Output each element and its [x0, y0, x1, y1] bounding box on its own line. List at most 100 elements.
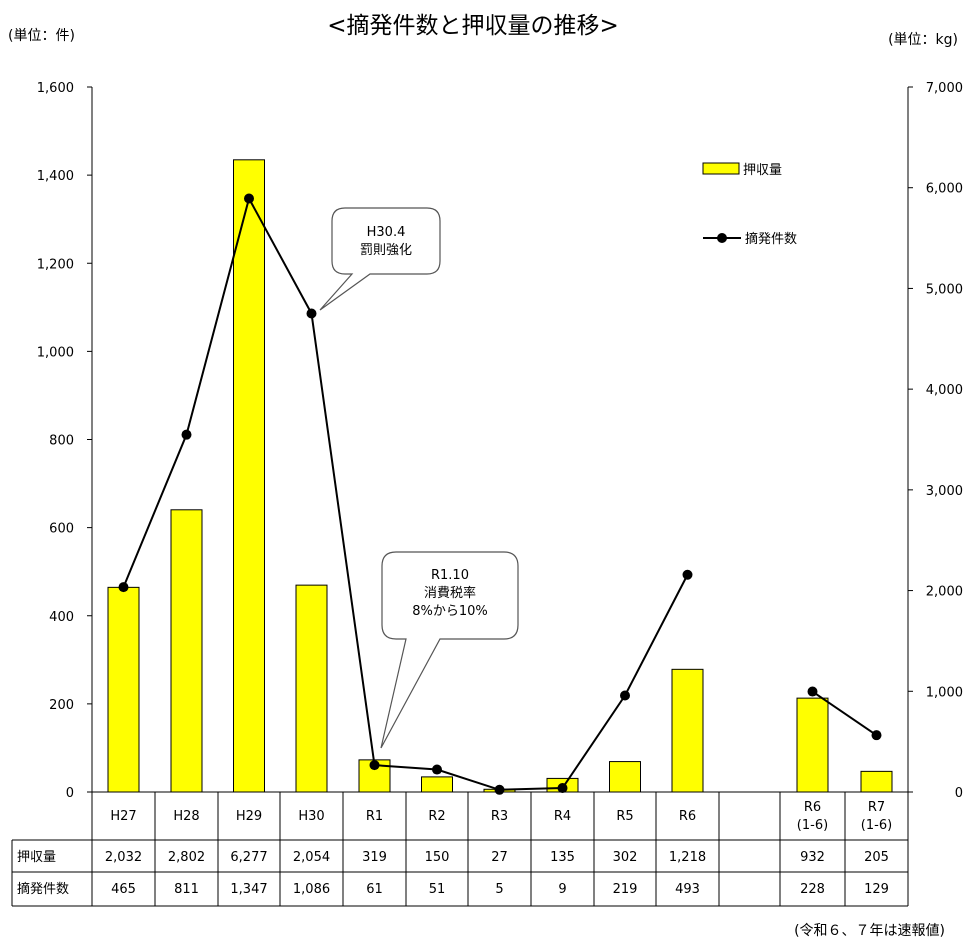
series-line	[122, 195, 689, 791]
table-cell: 51	[429, 882, 446, 897]
callout-text: H30.4	[367, 225, 406, 240]
table-row-label: 押収量	[17, 850, 56, 865]
table-cell: 932	[800, 850, 825, 865]
table-cell: 1,218	[669, 850, 706, 865]
left-tick-label: 1,400	[37, 169, 74, 184]
legend-label: 摘発件数	[745, 231, 797, 247]
table-cell: 493	[675, 882, 700, 897]
line-point	[306, 308, 317, 319]
line-point	[807, 686, 818, 697]
table-cell: 150	[425, 850, 450, 865]
callout-text: 罰則強化	[360, 243, 412, 258]
x-tick-label: R2	[428, 809, 445, 824]
chart-title: <摘発件数と押収量の推移>	[327, 13, 619, 39]
line-point	[871, 730, 882, 741]
line-point	[118, 582, 129, 593]
bar	[796, 697, 829, 793]
table-cell: 5	[495, 882, 503, 897]
table-cell: 135	[550, 850, 575, 865]
x-tick-label: R6	[679, 809, 696, 824]
table-cell: 1,086	[293, 882, 330, 897]
table-cell: 27	[491, 850, 508, 865]
right-tick-label: 3,000	[926, 484, 963, 499]
callout-text: 消費税率	[424, 585, 476, 601]
line-point	[369, 760, 380, 771]
x-tick-label: H30	[298, 809, 324, 824]
table-cell: 9	[558, 882, 566, 897]
right-tick-label: 5,000	[926, 282, 963, 297]
table-cell: 2,802	[168, 850, 205, 865]
line-point	[557, 783, 568, 794]
bar	[671, 668, 704, 793]
left-tick-label: 400	[49, 610, 74, 625]
line-point	[432, 764, 442, 775]
table-cell: 1,347	[230, 882, 267, 897]
table-cell: 61	[366, 882, 383, 897]
bar	[233, 159, 265, 793]
bar	[609, 761, 641, 793]
left-tick-label: 0	[66, 786, 74, 801]
table-cell: 228	[800, 882, 825, 897]
legend-swatch-bar	[702, 162, 740, 175]
legend-label: 押収量	[743, 163, 782, 178]
line-point	[494, 784, 505, 795]
x-tick-label: R6	[804, 800, 821, 815]
table-cell: 811	[174, 882, 199, 897]
legend-marker	[717, 233, 727, 243]
x-tick-label: H28	[173, 809, 199, 824]
x-tick-label: R7	[868, 800, 885, 815]
line-point	[244, 193, 254, 204]
x-tick-label: R4	[554, 809, 571, 824]
x-tick-label: R1	[366, 809, 383, 824]
right-tick-label: 1,000	[926, 685, 963, 700]
bar	[421, 776, 453, 793]
callout-shape	[380, 551, 519, 749]
footnote: (令和６、７年は速報値)	[794, 923, 945, 939]
left-tick-label: 1,600	[37, 81, 74, 96]
left-tick-label: 200	[49, 698, 74, 713]
left-tick-label: 800	[49, 434, 74, 449]
data-table: H27 H28 H29 H30 R1 R2 R3 R4 R5 R6 R6 (1-6) R7 (1-6) 押収…	[11, 791, 909, 907]
left-tick-label: 600	[49, 522, 74, 537]
table-cell: 2,032	[105, 850, 142, 865]
right-tick-label: 6,000	[926, 182, 963, 197]
left-tick-label: 1,200	[37, 257, 74, 272]
table-cell: 129	[864, 882, 889, 897]
callout-text: R1.10	[431, 568, 469, 583]
table-row-label: 摘発件数	[17, 881, 69, 897]
callout-shape	[319, 207, 441, 311]
right-tick-label: 2,000	[926, 585, 963, 600]
line-point	[620, 690, 630, 701]
bar	[295, 584, 328, 793]
table-cell: 2,054	[293, 850, 330, 865]
right-tick-label: 7,000	[926, 81, 963, 96]
table-cell: 6,277	[230, 850, 267, 865]
table-cell: 302	[613, 850, 638, 865]
bar	[107, 586, 140, 793]
x-tick-label: R5	[616, 809, 633, 824]
bar	[860, 770, 893, 793]
line-point	[682, 569, 693, 580]
series-line	[811, 690, 878, 736]
table-cell: 205	[864, 850, 889, 865]
axes: 0 200 400 600 800 1,000 1,200 1,400 1,600 0 1,000 2…	[37, 81, 963, 801]
callout-text: 8%から10%	[412, 604, 488, 619]
x-tick-label: H27	[110, 809, 136, 824]
table-cell: 465	[111, 882, 136, 897]
x-tick-label: H29	[236, 809, 262, 824]
bars	[107, 159, 893, 793]
bar	[170, 509, 203, 793]
callouts: H30.4 罰則強化 R1.10 消費税率 8%から10%	[319, 207, 519, 749]
x-tick-label: R3	[491, 809, 508, 824]
x-tick-label: (1-6)	[797, 818, 828, 833]
table-cell: 319	[362, 850, 387, 865]
table-cell: 219	[613, 882, 638, 897]
right-tick-label: 4,000	[926, 383, 963, 398]
left-axis-unit: (単位：件)	[8, 28, 75, 44]
right-axis-unit: (単位：kg)	[888, 32, 958, 48]
x-tick-label: (1-6)	[861, 818, 892, 833]
right-tick-label: 0	[955, 786, 963, 801]
left-tick-label: 1,000	[37, 345, 74, 360]
